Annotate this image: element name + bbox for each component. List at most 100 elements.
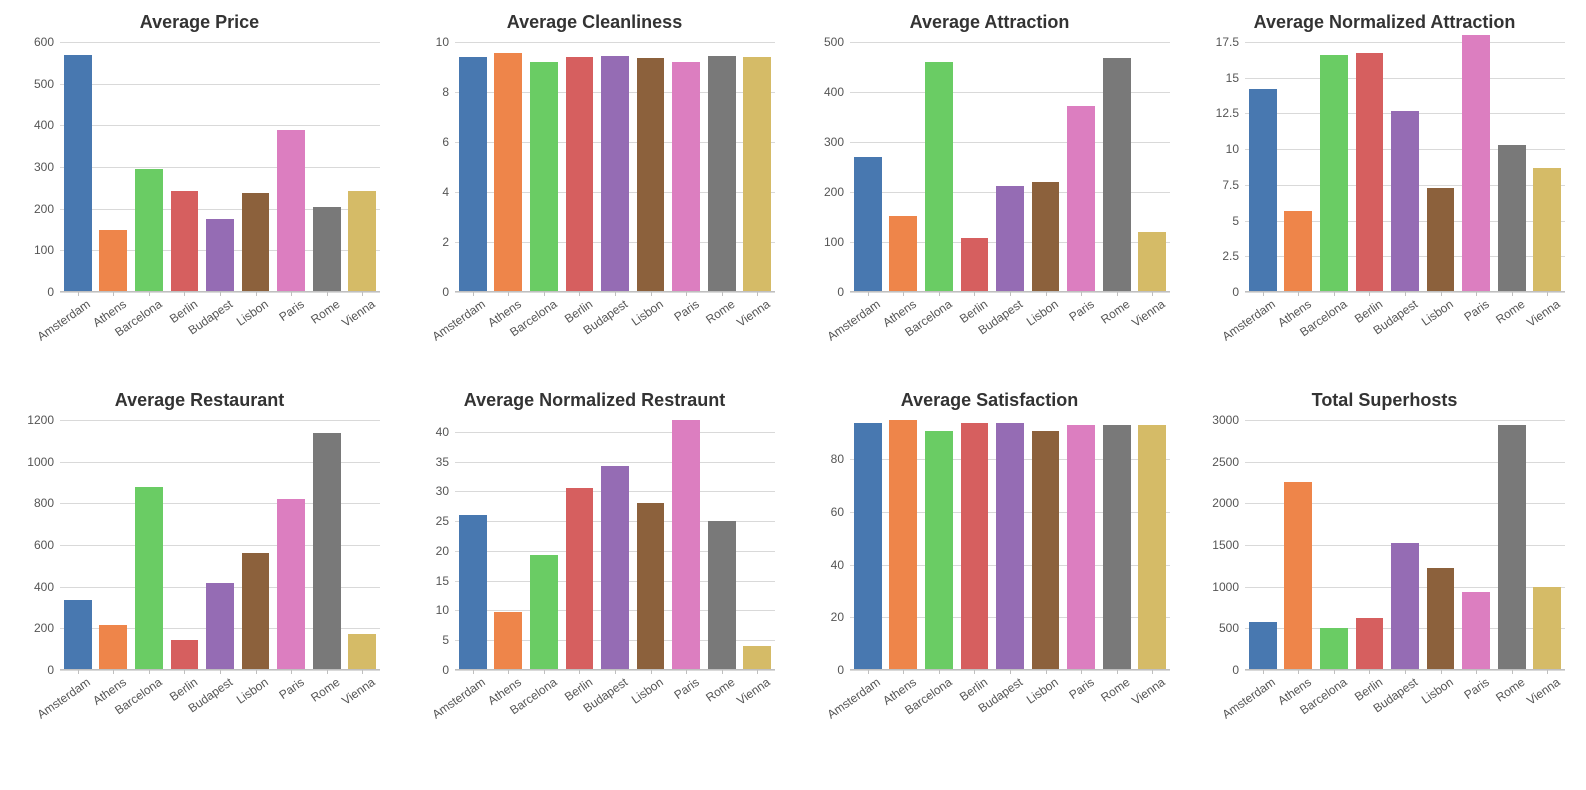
bar xyxy=(1138,232,1166,292)
x-tick-label: Vienna xyxy=(1126,292,1168,330)
bar xyxy=(135,487,163,670)
bar xyxy=(925,62,953,292)
gridline xyxy=(60,125,380,126)
bar xyxy=(64,55,92,293)
bar xyxy=(925,431,953,670)
gridline xyxy=(455,432,775,433)
bar xyxy=(99,230,127,293)
y-tick-label: 2500 xyxy=(1212,455,1245,469)
y-tick-label: 500 xyxy=(1219,621,1245,635)
x-tick-label: Lisbon xyxy=(1416,670,1456,707)
x-tick-label: Rome xyxy=(1489,292,1527,327)
y-tick-label: 20 xyxy=(436,544,455,558)
y-tick-label: 600 xyxy=(34,538,60,552)
y-tick-label: 40 xyxy=(436,425,455,439)
x-tick-label: Lisbon xyxy=(626,670,666,707)
bar xyxy=(171,191,199,292)
bar xyxy=(1032,182,1060,292)
x-tick-label: Rome xyxy=(1094,670,1132,705)
bar xyxy=(1462,592,1490,670)
x-tick-label: Rome xyxy=(699,292,737,327)
x-tick-label: Amsterdam xyxy=(32,292,94,344)
bar xyxy=(1067,106,1095,292)
bar xyxy=(672,62,700,292)
x-tick-label: Rome xyxy=(304,292,342,327)
bar xyxy=(277,130,305,293)
gridline xyxy=(850,42,1170,43)
y-tick-label: 400 xyxy=(34,580,60,594)
gridline xyxy=(60,167,380,168)
x-tick-label: Amsterdam xyxy=(822,670,884,722)
x-tick-label: Lisbon xyxy=(1021,292,1061,329)
bar xyxy=(743,57,771,292)
bar xyxy=(64,600,92,670)
bar xyxy=(566,57,594,292)
bar xyxy=(242,193,270,292)
chart-title: Total Superhosts xyxy=(1197,390,1572,411)
bar xyxy=(1067,425,1095,670)
bar xyxy=(530,555,558,670)
chart-panel: Average Satisfaction020406080AmsterdamAt… xyxy=(802,390,1177,750)
chart-title: Average Price xyxy=(12,12,387,33)
gridline xyxy=(1245,78,1565,79)
plot-area: 0510152025303540AmsterdamAthensBarcelona… xyxy=(407,415,782,735)
y-tick-label: 5 xyxy=(1232,214,1245,228)
x-tick-label: Paris xyxy=(1458,670,1492,702)
bar xyxy=(637,503,665,670)
x-tick-label: Paris xyxy=(668,670,702,702)
x-tick-label: Paris xyxy=(1458,292,1492,324)
bar xyxy=(743,646,771,670)
bar xyxy=(996,186,1024,292)
chart-grid: Average Price0100200300400500600Amsterda… xyxy=(12,12,1574,750)
bar xyxy=(135,169,163,292)
y-tick-label: 200 xyxy=(824,185,850,199)
x-tick-label: Paris xyxy=(668,292,702,324)
y-tick-label: 20 xyxy=(831,610,850,624)
y-tick-label: 15 xyxy=(436,574,455,588)
chart-title: Average Restaurant xyxy=(12,390,387,411)
chart-panel: Average Restaurant020040060080010001200A… xyxy=(12,390,387,750)
bar xyxy=(1462,35,1490,292)
bar xyxy=(1103,425,1131,670)
x-tick-label: Vienna xyxy=(731,670,773,708)
bar xyxy=(1032,431,1060,670)
y-tick-label: 40 xyxy=(831,558,850,572)
bar xyxy=(672,420,700,670)
x-tick-label: Rome xyxy=(1489,670,1527,705)
plot-area: 020040060080010001200AmsterdamAthensBarc… xyxy=(12,415,387,735)
bar xyxy=(1249,89,1277,292)
bar xyxy=(530,62,558,292)
bar xyxy=(459,57,487,292)
y-tick-label: 10 xyxy=(436,603,455,617)
x-tick-label: Rome xyxy=(699,670,737,705)
bar xyxy=(854,157,882,292)
plot-area: 020406080AmsterdamAthensBarcelonaBerlinB… xyxy=(802,415,1177,735)
bar xyxy=(1533,168,1561,292)
y-tick-label: 5 xyxy=(442,633,455,647)
x-tick-label: Amsterdam xyxy=(822,292,884,344)
bar xyxy=(708,56,736,292)
x-tick-label: Vienna xyxy=(1126,670,1168,708)
y-tick-label: 300 xyxy=(824,135,850,149)
bar xyxy=(566,488,594,670)
x-tick-label: Amsterdam xyxy=(427,670,489,722)
x-tick-label: Rome xyxy=(304,670,342,705)
plot-inner: 0100200300400500600AmsterdamAthensBarcel… xyxy=(60,42,380,292)
bar xyxy=(206,219,234,292)
y-tick-label: 0 xyxy=(837,285,850,299)
bar xyxy=(1284,211,1312,292)
y-tick-label: 2000 xyxy=(1212,496,1245,510)
x-tick-label: Amsterdam xyxy=(1217,670,1279,722)
x-tick-label: Paris xyxy=(273,670,307,702)
bar xyxy=(313,207,341,292)
bar xyxy=(637,58,665,292)
chart-panel: Average Price 0100200300400500600Amsterda… xyxy=(12,12,387,372)
plot-inner: 0510152025303540AmsterdamAthensBarcelona… xyxy=(455,420,775,670)
chart-title: Average Satisfaction xyxy=(802,390,1177,411)
plot-inner: 0100200300400500AmsterdamAthensBarcelona… xyxy=(850,42,1170,292)
chart-panel: Average Normalized Restraunt051015202530… xyxy=(407,390,782,750)
gridline xyxy=(1245,42,1565,43)
y-tick-label: 0 xyxy=(837,663,850,677)
y-tick-label: 30 xyxy=(436,484,455,498)
x-tick-label: Lisbon xyxy=(231,292,271,329)
